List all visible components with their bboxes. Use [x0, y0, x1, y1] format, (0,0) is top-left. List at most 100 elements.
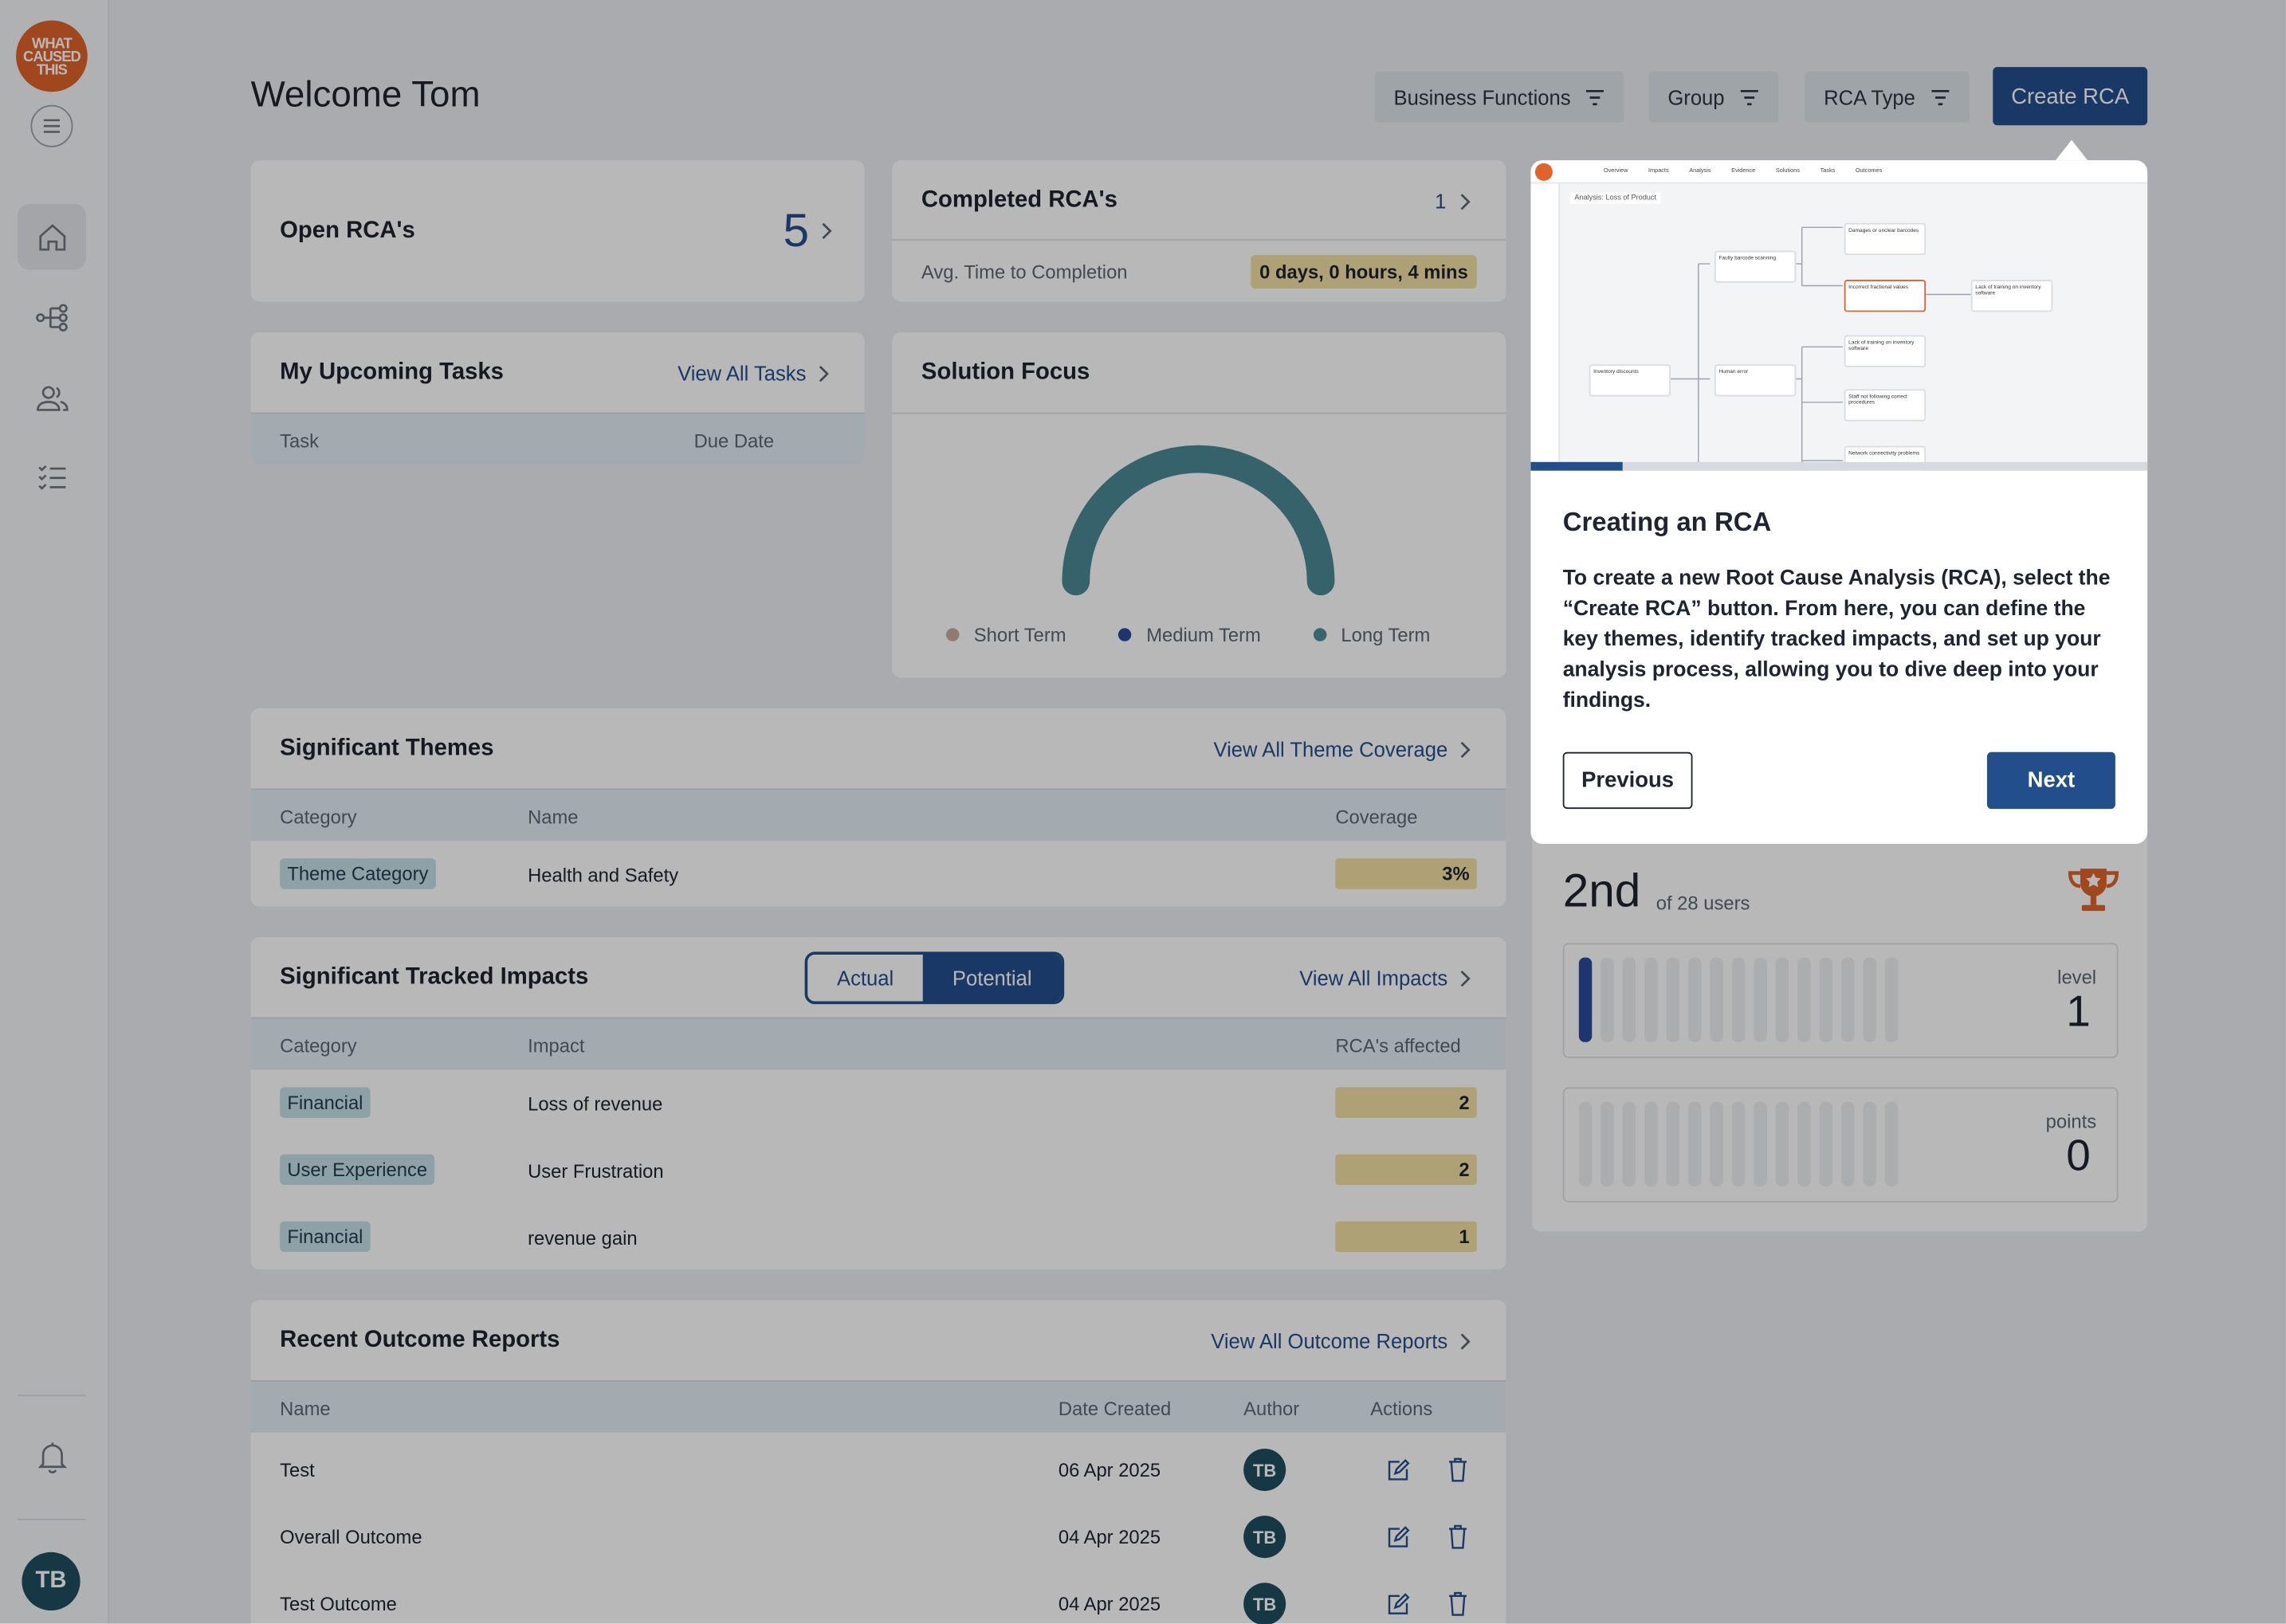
impacts-table-header: Category Impact RCA's affected — [250, 1017, 1506, 1070]
points-label: points — [2045, 1110, 2097, 1133]
tracked-impacts-card: Significant Tracked Impacts Actual Poten… — [250, 937, 1506, 1270]
impacts-title: Significant Tracked Impacts — [280, 964, 589, 990]
divider — [892, 238, 1506, 241]
chevron-right-icon — [1460, 970, 1471, 987]
filter-group[interactable]: Group — [1648, 71, 1779, 123]
outcome-reports-card: Recent Outcome Reports View All Outcome … — [250, 1300, 1506, 1624]
tour-body: To create a new Root Cause Analysis (RCA… — [1562, 567, 2111, 713]
home-icon[interactable] — [17, 204, 86, 270]
outcome-date: 04 Apr 2025 — [1058, 1525, 1161, 1548]
edit-icon[interactable] — [1386, 1593, 1410, 1616]
preview-tab: Tasks — [1820, 166, 1836, 174]
completed-rcas-card[interactable]: Completed RCA's 1 Avg. Time to Completio… — [892, 160, 1506, 302]
rcas-affected-bar: 2 — [1335, 1087, 1477, 1118]
legend-label: Short Term — [973, 623, 1066, 646]
preview-node: Incorrect fractional values — [1844, 280, 1927, 312]
preview-node: Faulty barcode scanning — [1714, 250, 1797, 283]
link-label: View All Impacts — [1299, 966, 1448, 990]
leaderboard-card: 2nd of 28 users level 1 points 0 — [1532, 816, 2148, 1232]
preview-node: Lack of training on inventory software — [1844, 335, 1927, 367]
outcome-date: 04 Apr 2025 — [1058, 1593, 1161, 1615]
level-box: level 1 — [1562, 943, 2119, 1058]
table-row[interactable]: Overall Outcome 04 Apr 2025 TB — [251, 1516, 1506, 1559]
points-box: points 0 — [1562, 1087, 2119, 1202]
tour-preview-image: Overview Impacts Analysis Evidence Solutions… — [1530, 160, 2148, 471]
link-label: View All Theme Coverage — [1213, 737, 1448, 761]
progress-segment — [1622, 1101, 1636, 1187]
progress-segment — [1841, 1101, 1855, 1187]
trash-icon[interactable] — [1447, 1524, 1468, 1549]
author-avatar: TB — [1243, 1449, 1286, 1492]
progress-segment — [1819, 1101, 1833, 1187]
outcome-name: Test Outcome — [280, 1593, 397, 1615]
divider — [892, 412, 1506, 414]
col-author: Author — [1243, 1398, 1300, 1420]
filter-rca-type[interactable]: RCA Type — [1805, 71, 1970, 123]
progress-segment — [1819, 957, 1833, 1042]
trash-icon[interactable] — [1447, 1457, 1468, 1482]
view-all-tasks-link[interactable]: View All Tasks — [678, 362, 830, 385]
trophy-icon — [2068, 869, 2119, 912]
sidebar-divider — [17, 1518, 86, 1520]
themes-table-header: Category Name Coverage — [250, 788, 1506, 841]
app-logo[interactable]: WHAT CAUSED THIS — [16, 20, 88, 92]
col-actions: Actions — [1370, 1398, 1433, 1420]
progress-segment — [1884, 957, 1899, 1042]
sidebar-divider — [17, 1395, 86, 1397]
bell-icon[interactable] — [18, 1424, 86, 1489]
legend-item[interactable]: Short Term — [946, 624, 1066, 645]
tour-popover: Overview Impacts Analysis Evidence Solutions… — [1530, 160, 2148, 844]
solution-gauge — [1062, 445, 1335, 596]
tour-previous-button[interactable]: Previous — [1562, 751, 1693, 810]
preview-logo — [1534, 163, 1553, 181]
open-rcas-count: 5 — [783, 204, 810, 257]
preview-node: Inventory discounts — [1589, 364, 1671, 397]
create-rca-button[interactable]: Create RCA — [1993, 67, 2148, 126]
edit-icon[interactable] — [1386, 1458, 1410, 1482]
menu-icon[interactable] — [30, 104, 73, 147]
progress-segment — [1710, 1101, 1723, 1187]
checklist-icon[interactable] — [18, 443, 86, 508]
legend-item[interactable]: Long Term — [1313, 624, 1430, 645]
col-coverage: Coverage — [1335, 806, 1418, 828]
trash-icon[interactable] — [1447, 1591, 1468, 1616]
view-all-outcome-reports-link[interactable]: View All Outcome Reports — [1211, 1329, 1471, 1352]
toggle-actual[interactable]: Actual — [807, 954, 923, 1002]
view-all-impacts-link[interactable]: View All Impacts — [1299, 967, 1471, 990]
progress-segment — [1666, 957, 1680, 1042]
level-progress — [1578, 957, 1907, 1042]
table-row[interactable]: Test 06 Apr 2025 TB — [251, 1449, 1506, 1493]
preview-node: Staff not following correct procedures — [1844, 389, 1927, 422]
toggle-potential[interactable]: Potential — [922, 954, 1062, 1002]
view-all-theme-coverage-link[interactable]: View All Theme Coverage — [1213, 737, 1471, 761]
hierarchy-icon[interactable] — [18, 284, 86, 350]
legend-dot — [946, 628, 960, 641]
users-icon[interactable] — [18, 364, 86, 430]
preview-sidebar — [1530, 183, 1561, 471]
progress-segment — [1775, 1101, 1789, 1187]
sidebar: WHAT CAUSED THIS TB — [0, 0, 110, 1624]
popover-arrow — [2055, 139, 2088, 161]
completed-rcas-label: Completed RCA's — [921, 187, 1117, 214]
progress-segment — [1841, 957, 1855, 1042]
impact-name: Loss of revenue — [528, 1092, 663, 1116]
table-row[interactable]: Test Outcome 04 Apr 2025 TB — [251, 1583, 1506, 1624]
legend-item[interactable]: Medium Term — [1118, 624, 1261, 645]
tour-next-button[interactable]: Next — [1986, 751, 2115, 810]
chevron-right-icon — [819, 365, 829, 382]
col-task: Task — [280, 430, 320, 452]
open-rcas-card[interactable]: Open RCA's 5 — [250, 160, 865, 302]
points-value: 0 — [2066, 1132, 2091, 1181]
open-rcas-label: Open RCA's — [280, 218, 415, 244]
filter-business-functions[interactable]: Business Functions — [1374, 71, 1625, 123]
outcome-name: Overall Outcome — [280, 1525, 422, 1548]
progress-segment — [1644, 1101, 1658, 1187]
rcas-affected-bar: 1 — [1335, 1221, 1477, 1253]
user-avatar[interactable]: TB — [22, 1551, 81, 1611]
col-due-date: Due Date — [693, 430, 775, 452]
preview-node: Damages or unclear barcodes — [1844, 222, 1927, 256]
outcomes-table-header: Name Date Created Author Actions — [250, 1380, 1506, 1433]
edit-icon[interactable] — [1386, 1526, 1410, 1549]
col-name: Name — [280, 1398, 331, 1420]
rcas-affected-bar: 2 — [1335, 1154, 1477, 1185]
